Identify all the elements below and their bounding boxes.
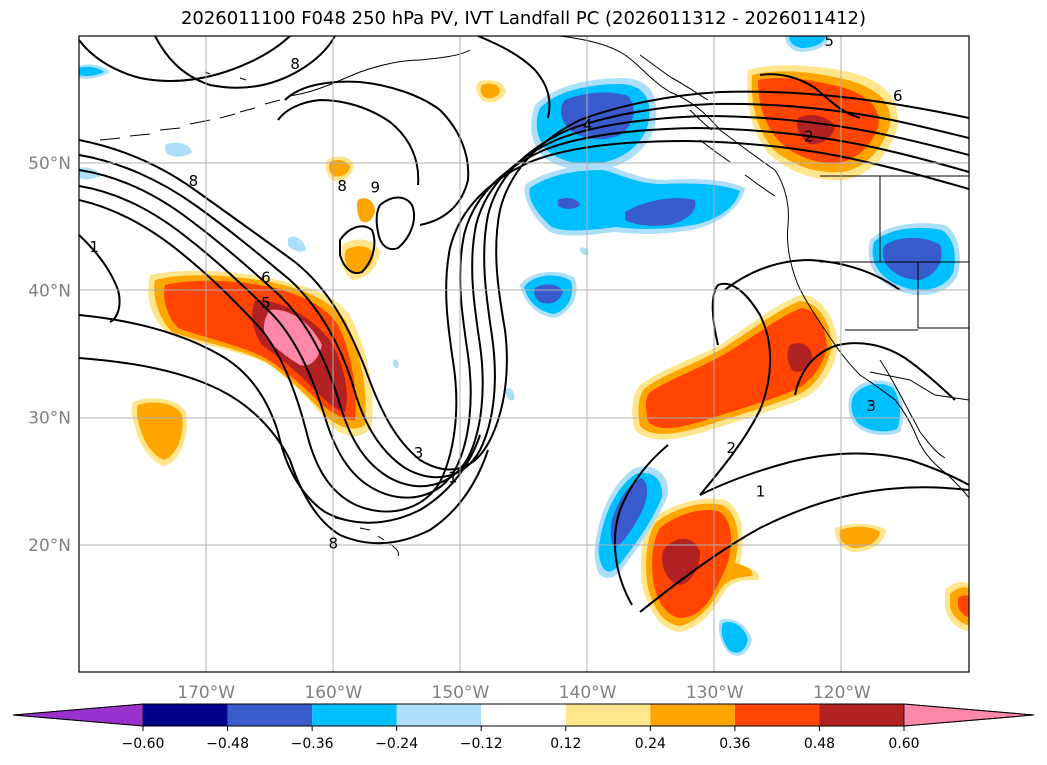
contour-label: 6 <box>261 269 271 287</box>
state-border-2 <box>917 262 969 329</box>
pv-contour-high-3 <box>477 36 551 119</box>
contour-label: 5 <box>824 32 834 50</box>
pv-contour-california-inner <box>724 258 901 291</box>
pv-contour-high-1 <box>79 36 291 82</box>
contour-label: 8 <box>329 535 339 553</box>
colorbar-tick-label: 0.48 <box>804 736 835 752</box>
contour-label: 8 <box>337 177 347 195</box>
contour-label: 8 <box>189 172 199 190</box>
ivt-positive-shading <box>131 65 969 632</box>
pv-contour-ridge-2 <box>79 102 969 479</box>
pv-contour-east-4 <box>613 444 669 606</box>
colorbar-extend-max <box>903 703 1035 727</box>
contour-label: 3 <box>414 444 424 462</box>
pv-contour-north-3 <box>375 196 416 251</box>
colorbar-tick-label: 0.36 <box>719 736 750 752</box>
southeast-alaska-islands <box>639 54 776 197</box>
pv-contour-north-4 <box>339 225 376 274</box>
pv-contour-sw-california <box>794 342 956 401</box>
pv-contour-east-1 <box>699 452 969 496</box>
small-island-2 <box>239 77 247 81</box>
pv-contours <box>79 36 969 613</box>
longitude-labels: 170°W 160°W 150°W 140°W 130°W 120°W <box>177 683 871 703</box>
colorbar-tick-label: −0.60 <box>122 736 165 752</box>
lon-label-170: 170°W <box>177 683 235 703</box>
contour-label: 6 <box>893 87 903 105</box>
contour-label: 1 <box>448 468 458 486</box>
pv-contour-nw-coast <box>759 73 861 119</box>
map-title: 2026011100 F048 250 hPa PV, IVT Landfall… <box>180 8 867 29</box>
aleutian-islands <box>99 93 301 141</box>
contour-label: 4 <box>583 116 593 134</box>
pv-contour-east-3 <box>699 282 772 496</box>
lon-label-160: 160°W <box>304 683 362 703</box>
contour-label: 3 <box>866 397 876 415</box>
colorbar-segment <box>227 704 313 726</box>
pv-contour-ridge-5 <box>79 139 969 513</box>
coastlines <box>99 36 969 557</box>
contour-label: 9 <box>370 178 380 196</box>
colorbar-tick-label: −0.36 <box>291 736 334 752</box>
pv-contour-outer-2 <box>79 314 481 524</box>
pv-contour-north-2 <box>277 98 420 186</box>
pv-contour-north-1 <box>284 80 470 226</box>
lat-label-30: 30°N <box>28 409 71 429</box>
map-gridlines <box>79 36 969 672</box>
contour-label: 8 <box>290 55 300 73</box>
alaska-peninsula <box>299 49 471 95</box>
colorbar-segment <box>396 704 482 726</box>
colorbar-tick-label: −0.24 <box>375 736 418 752</box>
lon-label-130: 130°W <box>686 683 744 703</box>
lat-label-40: 40°N <box>28 281 71 301</box>
colorbar-segment <box>734 704 820 726</box>
contour-label: 1 <box>89 238 99 256</box>
colorbar-tick-label: −0.48 <box>206 736 249 752</box>
pv-contour-high-2 <box>154 36 336 89</box>
pv-contour-ridge-1 <box>79 90 969 471</box>
ivt-negative-shading <box>79 36 960 656</box>
lat-label-50: 50°N <box>28 154 71 174</box>
colorbar: −0.60 −0.48 −0.36 −0.24 −0.12 0.12 0.24 0.36 0.4… <box>12 703 1035 752</box>
contour-label: 1 <box>756 482 766 500</box>
colorbar-segment <box>481 704 566 726</box>
colorbar-tick-label: 0.12 <box>550 736 581 752</box>
lon-label-150: 150°W <box>432 683 490 703</box>
lat-label-20: 20°N <box>28 536 71 556</box>
contour-label: 5 <box>261 294 271 312</box>
pv-contour-ridge-4 <box>79 126 969 499</box>
latitude-labels: 20°N 30°N 40°N 50°N <box>28 154 71 556</box>
colorbar-tick-label: 0.60 <box>888 736 919 752</box>
pv-contour-ridge-3 <box>79 114 969 488</box>
baja-california-coastline <box>879 359 946 459</box>
colorbar-segment <box>312 704 397 726</box>
pv-contour-east-2 <box>639 486 969 613</box>
north-america-coastline <box>559 36 969 499</box>
colorbar-segment <box>143 704 228 726</box>
lon-label-120: 120°W <box>813 683 871 703</box>
colorbar-extend-min <box>12 703 144 727</box>
pv-contour-trough-west <box>79 234 121 323</box>
colorbar-segment <box>819 704 904 726</box>
colorbar-tick-label: −0.12 <box>460 736 503 752</box>
colorbar-segment <box>565 704 651 726</box>
colorbar-tick-label: 0.24 <box>635 736 666 752</box>
colorbar-segment <box>650 704 735 726</box>
lon-label-140: 140°W <box>559 683 617 703</box>
contour-label: 2 <box>726 439 736 457</box>
contour-label: 2 <box>804 127 814 145</box>
map-frame <box>78 35 970 673</box>
